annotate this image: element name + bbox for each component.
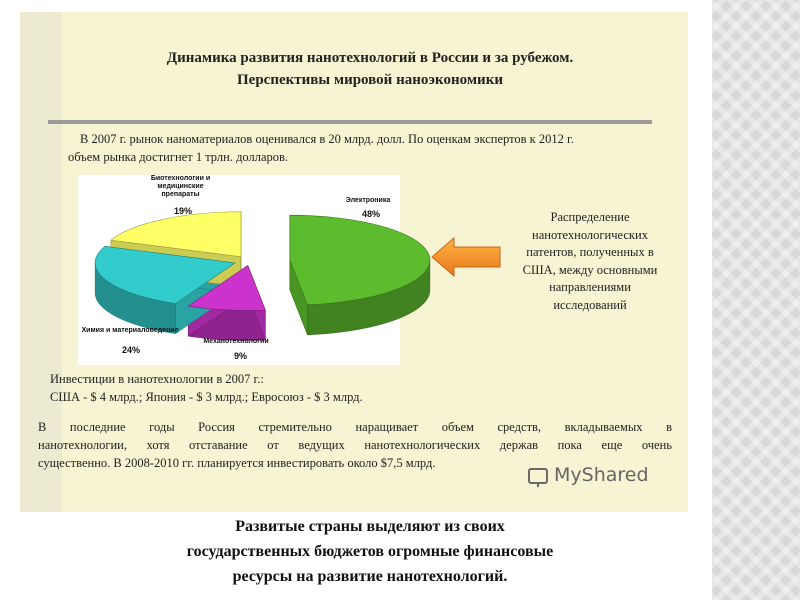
intro-line: В 2007 г. рынок наноматериалов оценивалс… bbox=[80, 132, 574, 146]
pie-label: Химия и материаловедение bbox=[81, 327, 179, 334]
pie-slice bbox=[94, 246, 236, 304]
caption-line: Развитые страны выделяют из своих bbox=[235, 518, 505, 535]
pie-label: Биотехнологии и медицинские препараты bbox=[150, 175, 211, 198]
outro-line: нанотехнологии, хотя отставание от ведущ… bbox=[38, 438, 672, 452]
title-line: Динамика развития нанотехнологий в Росси… bbox=[166, 50, 574, 66]
pie-label: Электроника bbox=[345, 197, 391, 204]
arrow bbox=[431, 236, 501, 278]
watermark: MyShared bbox=[554, 464, 649, 486]
pie-slice bbox=[187, 264, 266, 311]
callout-line: Распределение bbox=[550, 210, 630, 224]
investment-line: Инвестиции в нанотехнологии в 2007 г.: bbox=[50, 372, 264, 386]
pie-label: Механотехнологии bbox=[203, 338, 269, 345]
slide-left-bar bbox=[20, 12, 62, 512]
investment-line: США - $ 4 млрд.; Япония - $ 3 млрд.; Евр… bbox=[50, 390, 363, 404]
side-pattern bbox=[712, 0, 800, 600]
callout-line: США, между основными bbox=[522, 262, 658, 277]
title-line: Перспективы мировой наноэкономики bbox=[237, 72, 503, 88]
pie-chart bbox=[94, 211, 431, 341]
callout-line: исследований bbox=[553, 297, 627, 312]
caption-line: ресурсы на развитие нанотехнологий. bbox=[232, 568, 508, 585]
pie-value-label: 19% bbox=[174, 206, 193, 216]
callout-line: патентов, полученных в bbox=[526, 245, 654, 259]
pie-value-label: 24% bbox=[122, 345, 141, 355]
callout-line: нанотехнологических bbox=[532, 227, 648, 242]
arrow-shape bbox=[431, 236, 501, 278]
pie-value-label: 48% bbox=[362, 209, 381, 219]
caption-line: государственных бюджетов огромные финанс… bbox=[186, 543, 554, 560]
outro-line: существенно. В 2008-2010 гг. планируется… bbox=[38, 456, 436, 470]
pie-value-label: 9% bbox=[234, 351, 248, 361]
pie-slice bbox=[289, 214, 431, 306]
outro-line: В последние годы Россия стремительно нар… bbox=[38, 420, 672, 434]
pie-slice bbox=[110, 211, 242, 258]
chart-panel: Электроника 48% Механотехнологии 9% Химия и … bbox=[78, 175, 431, 365]
intro-line: объем рынка достигнет 1 трлн. долларов. bbox=[68, 150, 289, 164]
callout-line: направлениями bbox=[549, 280, 631, 294]
divider bbox=[48, 120, 652, 124]
watermark-icon bbox=[528, 468, 548, 487]
